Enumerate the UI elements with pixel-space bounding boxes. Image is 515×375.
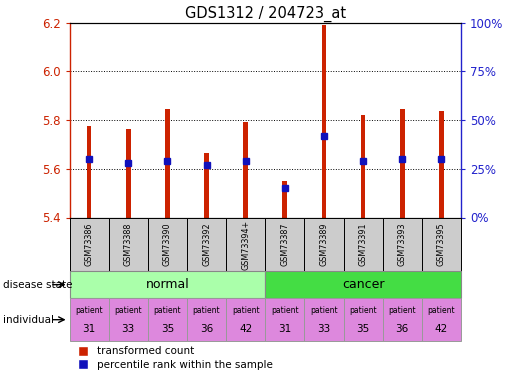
Bar	[383, 298, 422, 341]
Bar	[439, 111, 444, 218]
Text: patient: patient	[427, 306, 455, 315]
Text: GSM73394+: GSM73394+	[241, 220, 250, 270]
Text: patient: patient	[193, 306, 220, 315]
Bar	[70, 271, 265, 298]
Bar	[70, 217, 109, 272]
Bar	[187, 217, 226, 272]
Bar	[126, 129, 131, 217]
Text: disease state: disease state	[3, 280, 72, 290]
Text: 33: 33	[317, 324, 331, 334]
Text: 31: 31	[278, 324, 291, 334]
Bar	[243, 123, 248, 218]
Text: 36: 36	[396, 324, 409, 334]
Bar	[265, 217, 304, 272]
Text: GSM73391: GSM73391	[358, 223, 368, 266]
Bar	[344, 217, 383, 272]
Bar	[304, 217, 344, 272]
Text: 42: 42	[239, 324, 252, 334]
Text: 36: 36	[200, 324, 213, 334]
Bar	[422, 217, 461, 272]
Text: cancer: cancer	[342, 278, 384, 291]
Bar	[344, 298, 383, 341]
Text: normal: normal	[146, 278, 189, 291]
Bar	[360, 115, 366, 218]
Title: GDS1312 / 204723_at: GDS1312 / 204723_at	[185, 6, 346, 22]
Text: patient: patient	[232, 306, 260, 315]
Text: 31: 31	[82, 324, 96, 334]
Text: GSM73386: GSM73386	[84, 223, 94, 266]
Bar	[148, 298, 187, 341]
Text: patient: patient	[153, 306, 181, 315]
Legend: transformed count, percentile rank within the sample: transformed count, percentile rank withi…	[72, 346, 273, 370]
Text: GSM73388: GSM73388	[124, 223, 133, 266]
Bar	[265, 298, 304, 341]
Bar	[383, 217, 422, 272]
Bar	[87, 126, 92, 218]
Text: individual: individual	[3, 315, 54, 325]
Text: GSM73387: GSM73387	[280, 223, 289, 266]
Bar	[226, 298, 265, 341]
Bar	[321, 25, 327, 218]
Text: patient: patient	[271, 306, 299, 315]
Text: 35: 35	[356, 324, 370, 334]
Bar	[204, 153, 209, 218]
Bar	[109, 217, 148, 272]
Text: GSM73389: GSM73389	[319, 223, 329, 266]
Text: patient: patient	[349, 306, 377, 315]
Bar	[282, 181, 287, 218]
Bar	[165, 109, 170, 217]
Text: GSM73393: GSM73393	[398, 223, 407, 266]
Bar	[148, 217, 187, 272]
Text: patient: patient	[310, 306, 338, 315]
Bar	[109, 298, 148, 341]
Bar	[422, 298, 461, 341]
Bar	[400, 109, 405, 217]
Text: 42: 42	[435, 324, 448, 334]
Bar	[187, 298, 226, 341]
Text: GSM73390: GSM73390	[163, 223, 172, 266]
Bar	[265, 271, 461, 298]
Bar	[70, 298, 109, 341]
Bar	[304, 298, 344, 341]
Text: patient: patient	[114, 306, 142, 315]
Text: GSM73392: GSM73392	[202, 223, 211, 267]
Text: patient: patient	[75, 306, 103, 315]
Text: 33: 33	[122, 324, 135, 334]
Text: 35: 35	[161, 324, 174, 334]
Text: GSM73395: GSM73395	[437, 223, 446, 267]
Text: patient: patient	[388, 306, 416, 315]
Bar	[226, 217, 265, 272]
